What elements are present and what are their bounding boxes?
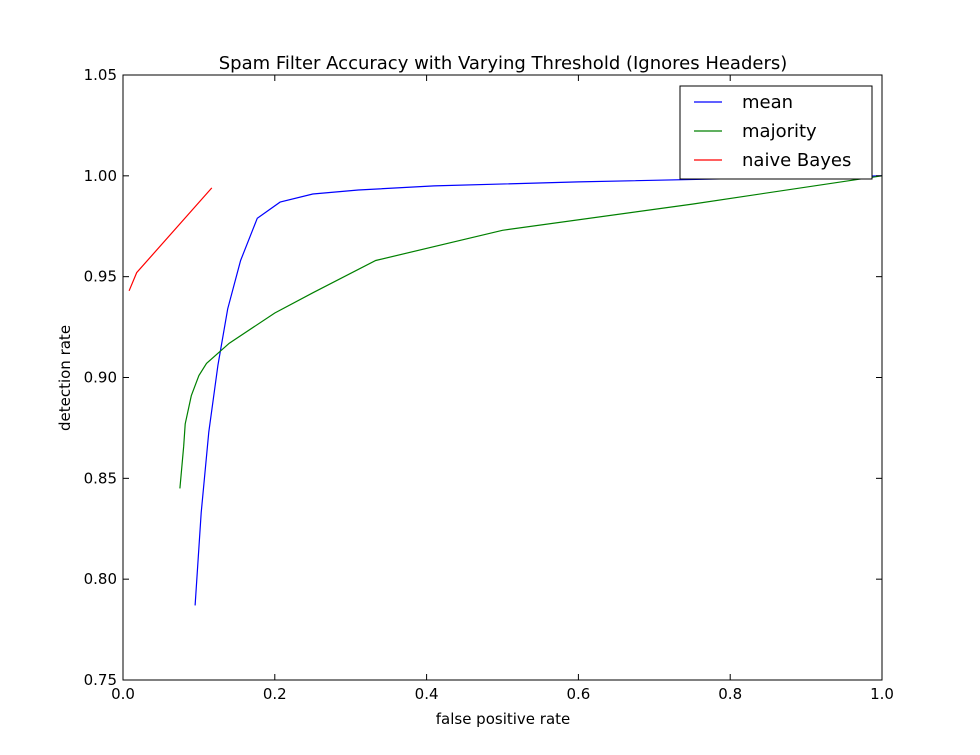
y-tick-label: 1.05 [84, 66, 117, 84]
y-axis-title: detection rate [56, 325, 74, 431]
legend-label: mean [742, 92, 793, 113]
x-tick-label: 0.8 [718, 685, 742, 703]
y-tick-label: 0.80 [84, 570, 117, 588]
legend: mean majority naive Bayes [679, 85, 873, 180]
y-tick-label: 0.90 [84, 369, 117, 387]
legend-label: majority [742, 121, 817, 142]
series-layer [128, 175, 883, 606]
x-tick-label: 0.2 [263, 685, 287, 703]
x-tick-label: 0.4 [415, 685, 439, 703]
series-line-majority [179, 175, 883, 489]
y-tick-label: 0.75 [84, 671, 117, 689]
series-line-mean [194, 175, 883, 606]
y-tick-label: 0.95 [84, 268, 117, 286]
ticks-layer: 0.0 0.2 0.4 0.6 0.8 1.0 0.75 0.80 0.85 0.90 0.95 1.… [84, 66, 894, 703]
y-tick-label: 0.85 [84, 469, 117, 487]
series-line-naive-bayes [128, 187, 213, 292]
x-tick-label: 0.6 [566, 685, 590, 703]
x-axis-title: false positive rate [436, 710, 571, 728]
legend-label: naive Bayes [742, 150, 851, 171]
x-tick-label: 0.0 [111, 685, 135, 703]
x-tick-label: 1.0 [870, 685, 894, 703]
chart-title: Spam Filter Accuracy with Varying Thresh… [219, 53, 788, 74]
y-tick-label: 1.00 [84, 167, 117, 185]
